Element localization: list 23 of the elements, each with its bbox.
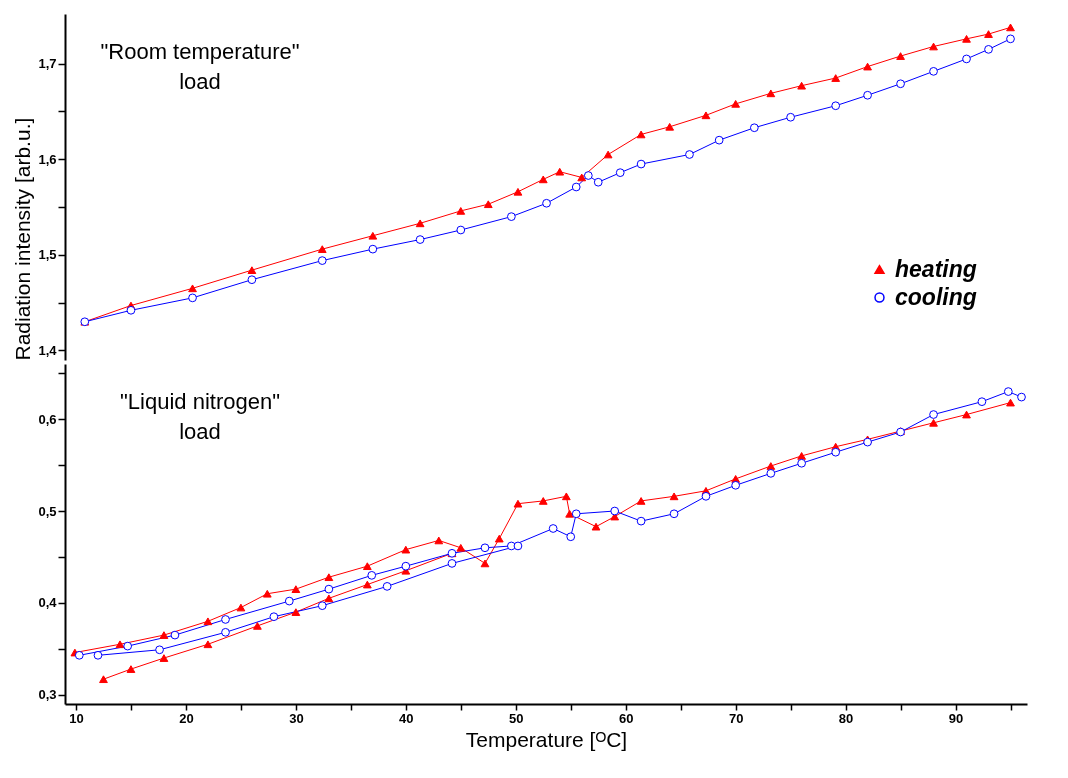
y-tick-label: 0,4 [38,595,58,611]
x-tick-label: 60 [618,710,634,726]
y-tick-label: 0,3 [38,687,57,703]
legend-label: cooling [895,283,977,310]
annotation: "Room temperature" load [100,39,300,94]
y-tick-label: 0,5 [38,503,57,519]
x-tick-label: 80 [838,710,854,726]
x-tick-label: 10 [69,710,84,726]
y-axis-title: Radiation intensity [arb.u.] [11,117,35,361]
y-tick-label: 0,6 [38,411,57,427]
x-tick-label: 70 [728,710,744,726]
legend-label: heating [895,255,977,282]
x-tick-label: 90 [948,710,964,726]
y-tick-label: 1,5 [38,247,57,263]
x-axis-title: Temperature [ᴼC] [465,727,628,751]
y-tick-label: 1,4 [38,342,58,358]
y-tick-label: 1,7 [38,56,57,72]
x-tick-label: 30 [289,710,304,726]
x-tick-label: 50 [509,710,524,726]
x-tick-label: 20 [179,710,194,726]
y-tick-label: 1,6 [38,151,57,167]
annotation: "Liquid nitrogen" load [120,389,280,444]
x-tick-label: 40 [399,710,414,726]
